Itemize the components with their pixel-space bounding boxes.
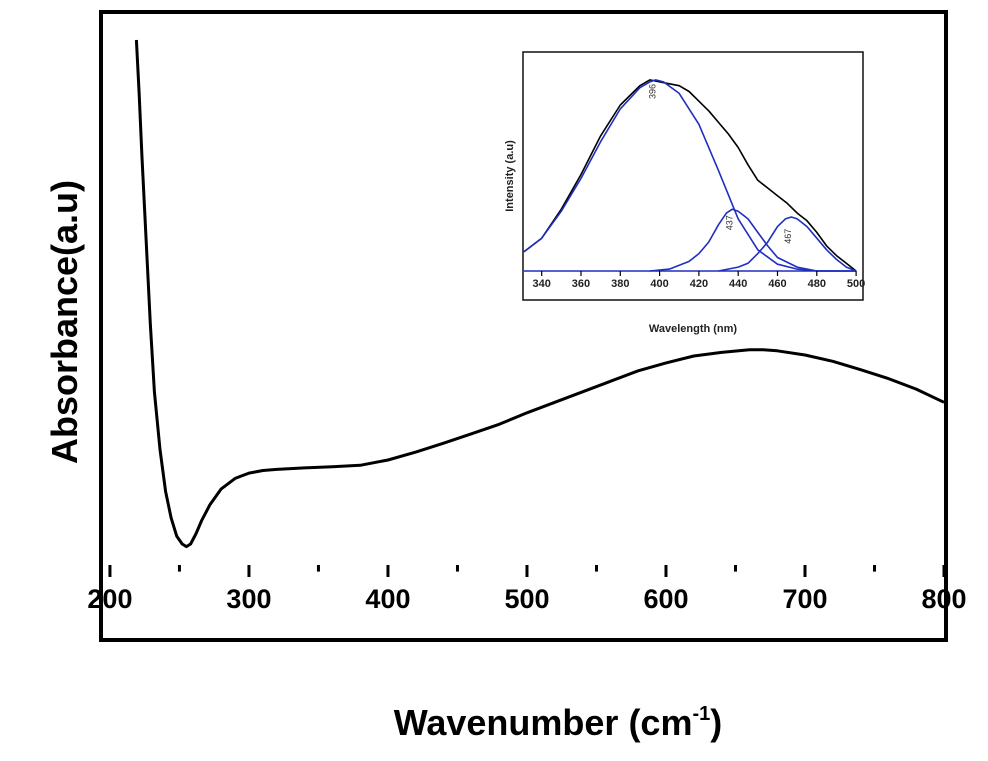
inset-x-tick-label: 420 [690,278,708,290]
inset-series-line-0 [523,79,857,272]
main-series-line-0 [134,39,945,549]
inset-series-line-2 [649,208,857,272]
inset-x-tick-label: 340 [533,278,551,290]
inset-x-tick-label: 380 [611,278,629,290]
inset-peak-label: 437 [724,215,734,230]
main-plot-frame [99,10,948,642]
inset-y-axis-title: Intensity (a.u) [504,140,516,212]
main-x-tick-label: 200 [87,584,132,614]
inset-peak-label: 396 [648,84,658,99]
main-x-axis-title: Wavenumber (cm-1) [394,702,723,743]
main-x-axis-title-text: Wavenumber (cm [394,702,693,743]
inset-peak-labels: 396 437 467 [648,84,794,244]
main-series-group [134,39,945,549]
inset-peak-label: 467 [783,229,793,244]
inset-plot-bg [523,52,863,300]
inset-x-ticks: 340 360 380 400 420 440 460 480 500 [533,271,865,290]
main-x-axis-title-sup: -1 [692,703,710,725]
inset-x-tick-label: 400 [650,278,668,290]
main-x-tick-label: 700 [782,584,827,614]
inset-x-tick-label: 460 [768,278,786,290]
main-x-tick-label: 800 [921,584,966,614]
main-x-axis-title-close: ) [710,702,722,743]
inset-plot-frame [522,51,864,301]
main-x-tick-label: 400 [365,584,410,614]
main-x-ticks: 200 300 400 500 600 700 800 [87,565,967,614]
inset-x-tick-label: 480 [808,278,826,290]
main-x-tick-label: 600 [643,584,688,614]
main-x-tick-label: 500 [504,584,549,614]
inset-x-tick-label: 440 [729,278,747,290]
inset-x-tick-label: 360 [572,278,590,290]
inset-x-tick-label: 500 [847,278,865,290]
inset-series-line-3 [718,216,857,272]
inset-series-group [523,79,857,272]
main-y-axis-title: Absorbance(a.u) [44,180,85,464]
inset-series-line-1 [523,79,857,272]
main-x-tick-label: 300 [226,584,271,614]
inset-x-axis-title: Wavelength (nm) [649,323,738,335]
